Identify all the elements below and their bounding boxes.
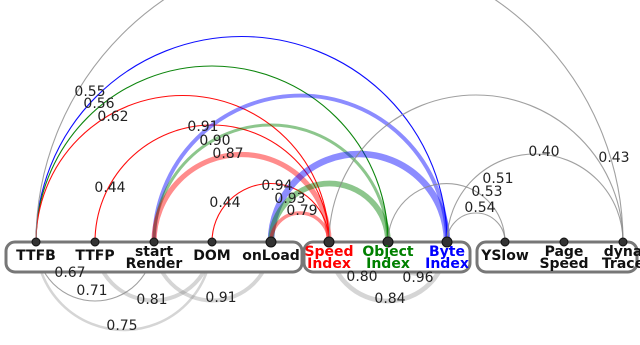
node-label-onload: onLoad [242,248,300,264]
correlation-value: 0.91 [205,290,236,306]
correlation-value: 0.71 [76,283,107,299]
node-dot-page-speed [559,237,569,247]
node-label-object-index: Object [362,244,414,260]
correlation-value: 0.44 [94,180,125,196]
correlation-value: 0.53 [471,184,502,200]
correlation-arc-object_index-yslow [387,183,506,243]
node-label-ttfb: TTFB [16,248,56,264]
correlation-arc-start_render-speed_index [151,151,332,243]
correlation-value: 0.96 [402,270,433,286]
correlation-arc-start_render-object_index [152,123,390,243]
correlation-value: 0.55 [74,84,105,100]
node-dot-dom [207,237,217,247]
node-label-dyna-trace: dyna [604,244,640,260]
correlation-arc-dom-speed_index [211,183,330,243]
correlation-arc-ttfb-dyna_trace [35,0,624,243]
correlation-value: 0.94 [261,178,292,194]
node-label-yslow: YSlow [480,248,529,264]
node-label-speed-index: Index [307,256,351,272]
node-label-start-render: Render [126,256,183,272]
correlation-value: 0.80 [346,269,377,285]
node-dot-ttfp [90,237,100,247]
correlation-arc-onload-object_index [268,180,391,243]
node-label-page-speed: Speed [539,256,588,272]
correlation-value: 0.93 [274,191,305,207]
correlation-value: 0.90 [199,133,230,149]
correlation-arc-start_render-byte_index [152,93,449,243]
correlation-arc-ttfb-dom [34,241,214,332]
node-dot-onload [265,236,277,248]
node-label-dyna-trace: Trace [602,256,640,272]
correlation-value: 0.40 [528,144,559,160]
arc-layer-front [35,0,624,243]
correlation-value: 0.87 [212,146,243,162]
node-label-object-index: Index [366,256,410,272]
node-dot-object-index [382,236,394,248]
correlation-arc-onload-byte_index [267,150,451,243]
correlation-value: 0.44 [209,195,240,211]
node-label-byte-index: Byte [429,244,465,260]
correlation-value: 0.81 [136,292,167,308]
node-group-scores [475,240,639,274]
node-label-ttfp: TTFP [75,248,114,264]
correlation-arc-speed_index-dyna_trace [328,94,624,243]
correlation-arc-ttfb-byte_index [35,36,448,243]
correlation-value: 0.79 [286,203,317,219]
node-dot-layer [31,236,628,248]
node-dot-byte-index [441,236,453,248]
node-label-byte-index: Index [425,256,469,272]
correlation-arc-byte_index-yslow [446,212,506,243]
node-dot-ttfb [31,237,41,247]
node-label-dom: DOM [193,248,230,264]
node-dot-yslow [500,237,510,247]
node-dot-dyna-trace [618,237,628,247]
correlation-arc-ttfb-speed_index [35,94,330,243]
correlation-value-layer: 0.550.560.620.440.910.900.870.440.940.93… [54,84,629,334]
correlation-value: 0.67 [54,265,85,281]
node-dot-speed-index [323,236,335,248]
correlation-arc-byte_index-dyna_trace [446,153,624,243]
correlation-value: 0.62 [97,109,128,125]
correlation-value: 0.51 [482,171,513,187]
correlation-value: 0.43 [598,150,629,166]
correlation-value: 0.75 [106,318,137,334]
correlation-value: 0.84 [374,291,405,307]
node-dot-start-render [149,237,159,247]
correlation-arc-ttfp-speed_index [94,124,330,243]
correlation-arc-onload-speed_index [269,211,331,243]
node-label-speed-index: Speed [304,244,353,260]
correlation-value: 0.54 [464,200,495,216]
node-label-start-render: start [135,244,173,260]
correlation-value: 0.91 [187,119,218,135]
node-label-page-speed: Page [545,244,584,260]
correlation-value: 0.56 [83,96,114,112]
correlation-arc-ttfb-object_index [35,65,389,243]
